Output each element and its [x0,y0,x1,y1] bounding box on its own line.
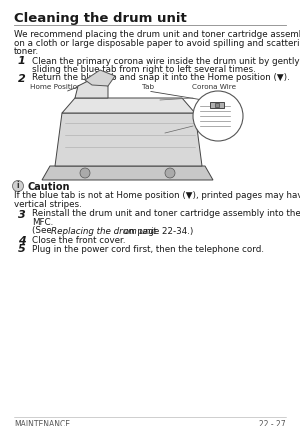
Text: Home Position(▼): Home Position(▼) [30,84,93,90]
Text: 5: 5 [18,245,26,254]
Text: on page 22-34.): on page 22-34.) [121,227,194,236]
Text: Replacing the drum unit: Replacing the drum unit [51,227,156,236]
Text: 4: 4 [18,236,26,246]
Text: MAINTENANCE: MAINTENANCE [14,420,70,426]
Text: Caution: Caution [28,182,70,192]
Text: 1: 1 [18,57,26,66]
Polygon shape [42,166,213,180]
Text: (See: (See [32,227,55,236]
Circle shape [193,91,243,141]
Text: Corona Wire: Corona Wire [192,84,236,90]
Text: Clean the primary corona wire inside the drum unit by gently: Clean the primary corona wire inside the… [32,57,299,66]
Circle shape [165,168,175,178]
Text: vertical stripes.: vertical stripes. [14,200,82,209]
Text: Cleaning the drum unit: Cleaning the drum unit [14,12,187,25]
Polygon shape [55,113,202,166]
Text: 2: 2 [18,74,26,83]
Text: Return the blue tab and snap it into the Home position (▼).: Return the blue tab and snap it into the… [32,74,290,83]
Text: Plug in the power cord first, then the telephone cord.: Plug in the power cord first, then the t… [32,245,264,253]
Text: 3: 3 [18,210,26,219]
FancyBboxPatch shape [210,102,224,108]
FancyBboxPatch shape [215,103,219,107]
Polygon shape [75,80,108,98]
Text: i: i [17,181,19,190]
Circle shape [80,168,90,178]
Circle shape [13,181,23,192]
Text: Close the front cover.: Close the front cover. [32,236,125,245]
Text: sliding the blue tab from right to left several times.: sliding the blue tab from right to left … [32,65,256,74]
Text: We recommend placing the drum unit and toner cartridge assembly: We recommend placing the drum unit and t… [14,30,300,39]
Polygon shape [62,98,195,113]
Text: toner.: toner. [14,47,39,56]
Text: Reinstall the drum unit and toner cartridge assembly into the: Reinstall the drum unit and toner cartri… [32,210,300,219]
Text: on a cloth or large disposable paper to avoid spilling and scattering: on a cloth or large disposable paper to … [14,38,300,48]
Text: If the blue tab is not at Home position (▼), printed pages may have: If the blue tab is not at Home position … [14,192,300,201]
Polygon shape [85,70,115,86]
Text: 22 - 27: 22 - 27 [260,420,286,426]
Text: MFC.: MFC. [32,218,53,227]
Text: Tab: Tab [142,84,154,90]
